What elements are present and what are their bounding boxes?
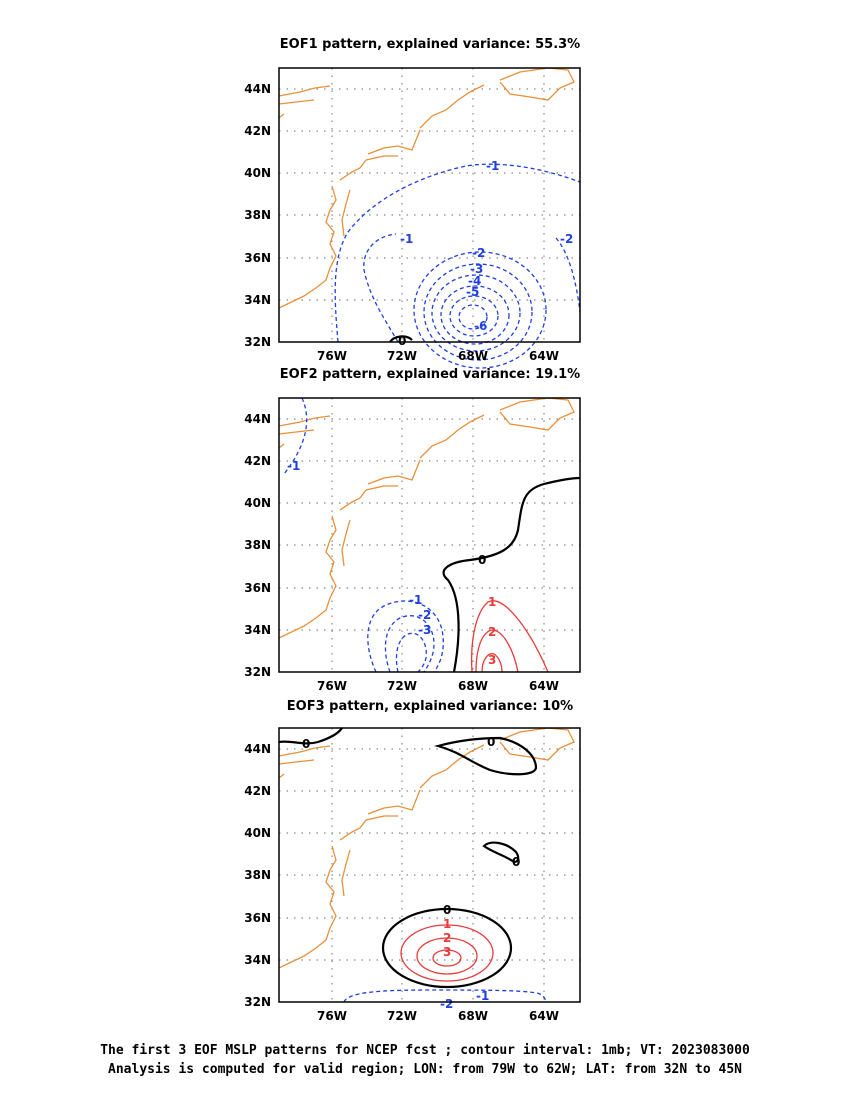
eof3-xtick-72w: 72W — [387, 1009, 417, 1023]
eof3-frame — [278, 727, 581, 1003]
caption-line-2: Analysis is computed for valid region; L… — [108, 1062, 742, 1077]
eof1-ytick-42n: 42N — [244, 124, 271, 138]
eof1-contour-labels: -1 -1 -2 -2 -3 -4 -5 -6 0 — [398, 159, 573, 348]
eof3-label-zero-center: 0 — [443, 903, 451, 917]
eof1-panel: EOF1 pattern, explained variance: 55.3% — [244, 37, 581, 369]
eof3-xtick-64w: 64W — [529, 1009, 559, 1023]
eof3-xtick-68w: 68W — [458, 1009, 488, 1023]
eof3-contours — [278, 727, 547, 1003]
eof2-label-minus3: -3 — [418, 623, 431, 637]
eof1-contours — [334, 163, 581, 369]
eof1-label-minus4: -4 — [468, 274, 481, 288]
caption-line-1: The first 3 EOF MSLP patterns for NCEP f… — [100, 1043, 750, 1058]
eof3-x-ticks: 76W 72W 68W 64W — [317, 1009, 559, 1023]
eof2-title: EOF2 pattern, explained variance: 19.1% — [280, 367, 580, 382]
eof1-ytick-32n: 32N — [244, 335, 271, 349]
eof-figure: EOF1 pattern, explained variance: 55.3% — [244, 37, 581, 1023]
eof1-ytick-36n: 36N — [244, 251, 271, 265]
eof3-title: EOF3 pattern, explained variance: 10% — [287, 699, 573, 714]
eof3-label-zero-ne: 0 — [487, 735, 495, 749]
eof2-label-zero: 0 — [478, 553, 486, 567]
eof2-ytick-38n: 38N — [244, 538, 271, 552]
eof3-contour-labels: 0 0 0 0 1 2 3 -1 -2 — [302, 735, 520, 1011]
eof2-label-2: 2 — [488, 625, 496, 639]
eof2-xtick-68w: 68W — [458, 679, 488, 693]
eof1-label-west-minus1: -1 — [400, 232, 413, 246]
eof1-ytick-34n: 34N — [244, 293, 271, 307]
eof3-y-ticks: 44N 42N 40N 38N 36N 34N 32N — [244, 742, 271, 1009]
eof1-xtick-76w: 76W — [317, 349, 347, 363]
eof3-ytick-32n: 32N — [244, 995, 271, 1009]
eof2-ytick-32n: 32N — [244, 665, 271, 679]
eof2-x-ticks: 76W 72W 68W 64W — [317, 679, 559, 693]
eof3-label-1: 1 — [443, 917, 451, 931]
eof1-y-ticks: 44N 42N 40N 38N 36N 34N 32N — [244, 82, 271, 349]
eof2-ytick-34n: 34N — [244, 623, 271, 637]
eof2-label-minus2: -2 — [418, 608, 431, 622]
eof1-label-east-minus2: -2 — [560, 232, 573, 246]
eof2-y-ticks: 44N 42N 40N 38N 36N 34N 32N — [244, 412, 271, 679]
eof3-label-minus2: -2 — [440, 997, 453, 1011]
eof1-xtick-68w: 68W — [458, 349, 488, 363]
eof1-ytick-40n: 40N — [244, 166, 271, 180]
eof1-coastline — [278, 67, 575, 309]
eof2-ytick-42n: 42N — [244, 454, 271, 468]
eof3-ytick-38n: 38N — [244, 868, 271, 882]
eof2-panel: EOF2 pattern, explained variance: 19.1% — [244, 367, 581, 693]
eof2-ytick-36n: 36N — [244, 581, 271, 595]
eof2-xtick-64w: 64W — [529, 679, 559, 693]
eof3-panel: EOF3 pattern, explained variance: 10% — [244, 699, 581, 1023]
eof3-label-zero-small: 0 — [512, 855, 520, 869]
eof1-grid — [279, 68, 580, 342]
eof2-coastline — [278, 397, 575, 639]
eof2-grid — [279, 398, 580, 672]
eof3-label-2: 2 — [443, 931, 451, 945]
eof1-label-minus2: -2 — [472, 246, 485, 260]
eof2-ytick-44n: 44N — [244, 412, 271, 426]
eof1-label-minus6: -6 — [474, 319, 487, 333]
eof3-coastline — [278, 727, 575, 969]
eof3-label-minus1: -1 — [476, 989, 489, 1003]
eof3-ytick-40n: 40N — [244, 826, 271, 840]
eof2-label-3: 3 — [488, 653, 496, 667]
eof2-label-1: 1 — [488, 595, 496, 609]
eof2-label-minus1: -1 — [409, 593, 422, 607]
eof2-xtick-76w: 76W — [317, 679, 347, 693]
eof1-frame — [278, 67, 581, 343]
eof1-label-outer-minus1: -1 — [486, 159, 499, 173]
eof2-contours — [283, 397, 581, 673]
eof1-ytick-38n: 38N — [244, 208, 271, 222]
eof3-ytick-34n: 34N — [244, 953, 271, 967]
eof3-ytick-36n: 36N — [244, 911, 271, 925]
eof2-frame — [278, 397, 581, 673]
eof1-label-minus3: -3 — [470, 262, 483, 276]
eof1-xtick-72w: 72W — [387, 349, 417, 363]
eof3-grid — [279, 728, 580, 1002]
eof1-title: EOF1 pattern, explained variance: 55.3% — [280, 37, 580, 52]
eof1-xtick-64w: 64W — [529, 349, 559, 363]
eof1-label-minus5: -5 — [466, 285, 479, 299]
eof3-label-zero-nw: 0 — [302, 737, 310, 751]
eof2-xtick-72w: 72W — [387, 679, 417, 693]
eof2-label-nw-minus1: -1 — [287, 459, 300, 473]
eof1-x-ticks: 76W 72W 68W 64W — [317, 349, 559, 363]
eof2-ytick-40n: 40N — [244, 496, 271, 510]
eof2-contour-labels: -1 -1 -2 -3 0 1 2 3 — [287, 459, 496, 667]
eof3-ytick-44n: 44N — [244, 742, 271, 756]
eof3-xtick-76w: 76W — [317, 1009, 347, 1023]
eof3-ytick-42n: 42N — [244, 784, 271, 798]
eof3-label-3: 3 — [443, 945, 451, 959]
eof1-label-zero: 0 — [398, 334, 406, 348]
eof1-ytick-44n: 44N — [244, 82, 271, 96]
